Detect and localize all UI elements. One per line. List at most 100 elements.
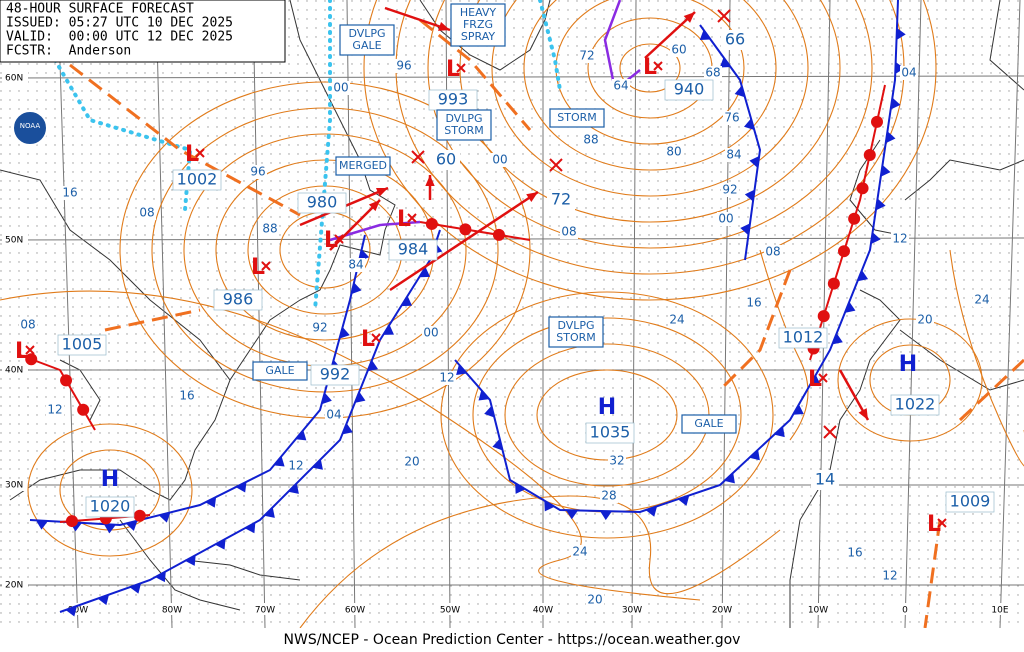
front-triangle [895, 62, 905, 75]
isobar-label-bg [325, 408, 343, 422]
lat-label-box [2, 72, 28, 84]
isobar-label-bg [46, 403, 64, 417]
front-triangle [288, 483, 299, 494]
longitude-line [904, 0, 922, 629]
system-symbol: L [324, 228, 338, 253]
isobar-label: 96 [396, 59, 411, 73]
header-line: FCSTR: Anderson [6, 44, 131, 59]
motion-arrow [329, 199, 381, 251]
warning-text: GALE [352, 39, 381, 52]
isobar-label: 16 [62, 186, 77, 200]
lon-label-box [891, 603, 919, 615]
isobar-label-bg [704, 66, 722, 80]
trough [958, 358, 1024, 422]
system-symbol: H [598, 395, 616, 420]
front-triangle [214, 538, 226, 550]
system-symbol: L [361, 327, 375, 352]
isobar-label: 12 [439, 371, 454, 385]
warning-box [450, 3, 506, 47]
front-triangle [719, 57, 731, 68]
center-label: 72 [551, 190, 571, 209]
central-pressure: 1022 [895, 395, 936, 414]
low-cross [195, 148, 205, 158]
front-triangle [478, 390, 490, 401]
isobar [523, 0, 777, 171]
longitude-label: 10E [991, 606, 1008, 616]
front-semicircle [65, 515, 78, 528]
center-label-box [547, 190, 575, 210]
central-pressure: 1035 [590, 423, 631, 442]
latitude-line [0, 75, 1024, 79]
front-triangle [740, 223, 751, 236]
lon-label-box [158, 603, 186, 615]
isobar-label: 64 [613, 79, 628, 93]
isobar-label-bg [900, 66, 918, 80]
isobar-label-bg [891, 232, 909, 246]
pressure-box [310, 364, 360, 386]
front-semicircle [856, 182, 869, 195]
front-triangle [103, 524, 116, 534]
motion-arrow [389, 190, 539, 292]
isobar-label-bg [973, 293, 991, 307]
front-triangle [896, 28, 906, 41]
low-cross [334, 234, 344, 244]
isobar-label-bg [347, 258, 365, 272]
previous-position [549, 158, 563, 172]
lon-label-box [529, 603, 557, 615]
central-pressure: 980 [307, 193, 338, 212]
isobar-label-bg [138, 206, 156, 220]
front-semicircle [848, 212, 861, 225]
pressure-box [585, 422, 635, 444]
longitude-label: 90W [68, 606, 88, 616]
isobar-label: 28 [601, 489, 616, 503]
longitude-label: 40W [533, 606, 553, 616]
warning-text: GALE [694, 417, 723, 430]
arrow-head [858, 408, 868, 420]
warning-box [549, 108, 605, 128]
isobar-label-bg [600, 489, 618, 503]
isobar-label-bg [764, 245, 782, 259]
longitude-label: 70W [255, 606, 275, 616]
front-triangle [35, 520, 48, 530]
low-cross [261, 261, 271, 271]
system-symbol: L [397, 207, 411, 232]
isobar-label-bg [670, 43, 688, 57]
lon-label-box [341, 603, 369, 615]
isobar [555, 0, 745, 145]
front-semicircle [459, 223, 472, 236]
front-triangle [677, 495, 690, 506]
front-triangle [125, 520, 138, 531]
isobar-label-bg [261, 222, 279, 236]
isobar-label: 20 [917, 313, 932, 327]
latitude-label: 50N [5, 236, 23, 246]
lon-label-box [708, 603, 736, 615]
front-triangle [792, 404, 804, 415]
trough [104, 308, 201, 332]
front-triangle [734, 85, 745, 98]
isobar-label: 92 [312, 321, 327, 335]
isobar-label: 84 [348, 258, 363, 272]
longitude-label: 0 [902, 606, 908, 616]
header-line: 48-HOUR SURFACE FORECAST [6, 2, 194, 17]
isobar-label-bg [745, 296, 763, 310]
system-symbol: L [15, 339, 29, 364]
front-triangle [456, 364, 467, 375]
footer-bg [0, 628, 1024, 652]
isobar-label-bg [586, 593, 604, 607]
isobar [0, 290, 701, 601]
front-triangle [844, 301, 856, 313]
isobar-label: 76 [724, 111, 739, 125]
front-triangle [158, 512, 171, 523]
arrow-head [683, 12, 695, 23]
front-semicircle [817, 310, 830, 323]
isobar-label: 96 [250, 165, 265, 179]
isobar-label-bg [560, 225, 578, 239]
pressure-box [664, 79, 714, 101]
pressure-box [213, 289, 263, 311]
isobar-label-bg [395, 59, 413, 73]
warning-box [681, 414, 737, 434]
center-label: 60 [436, 150, 456, 169]
front-triangle [235, 481, 247, 493]
longitude-line [631, 0, 637, 629]
low-cross [456, 63, 466, 73]
